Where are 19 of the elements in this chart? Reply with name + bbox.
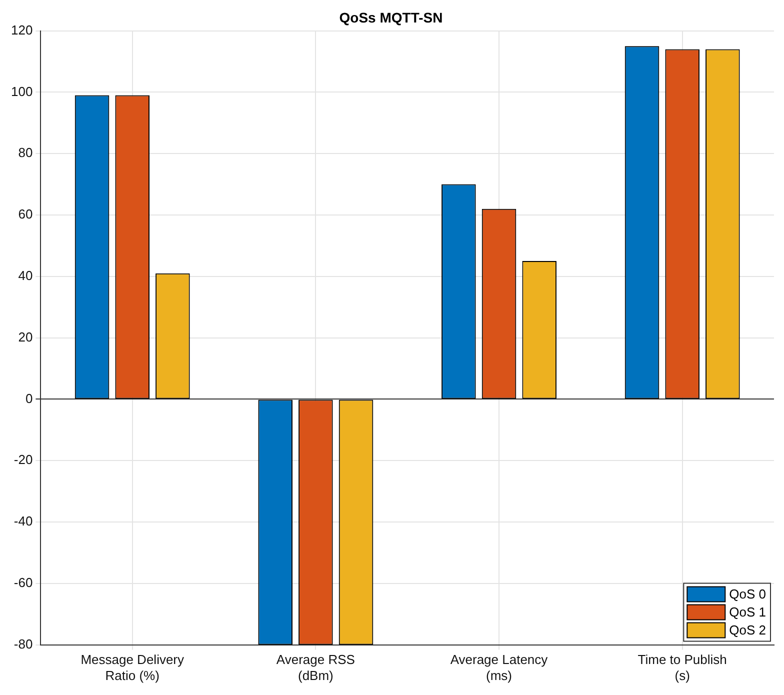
- x-tick-label: Average RSS (dBm): [276, 652, 356, 683]
- y-tick-label: 40: [18, 268, 33, 283]
- y-tick-label: 0: [25, 390, 33, 406]
- y-tick-label: 120: [10, 22, 33, 38]
- x-tick-label: Message Delivery Ratio (%): [80, 652, 185, 683]
- y-tick-label: 80: [18, 145, 33, 160]
- x-tick-label: Average Latency (ms): [450, 652, 548, 683]
- y-tick-label: -20: [14, 452, 33, 468]
- x-tick-label: Time to Publish (s): [638, 652, 727, 683]
- y-tick-label: 100: [10, 84, 33, 99]
- legend-label: QoS 1: [729, 604, 766, 620]
- y-tick-label: 20: [18, 329, 33, 344]
- legend-label: QoS 2: [729, 622, 766, 638]
- chart-title: QoSs MQTT-SN: [339, 9, 443, 26]
- y-tick-label: -60: [14, 574, 33, 590]
- legend-label: QoS 0: [729, 586, 766, 602]
- y-tick-label: -80: [14, 636, 33, 652]
- y-tick-label: -40: [14, 514, 33, 529]
- y-tick-label: 60: [18, 206, 33, 222]
